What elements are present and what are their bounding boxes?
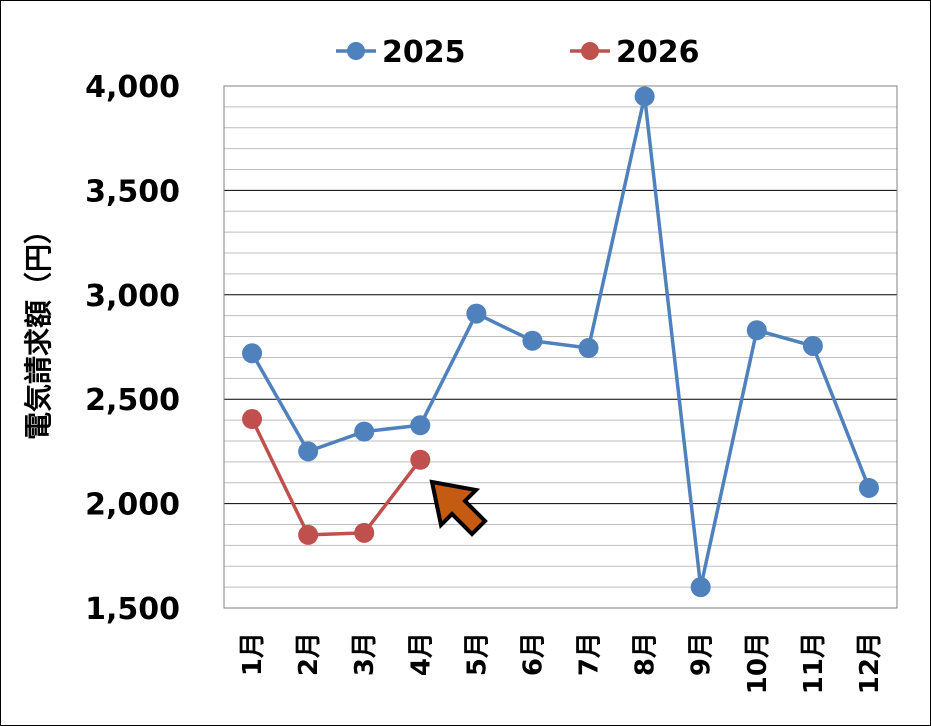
- data-point: [354, 522, 375, 543]
- x-tick-label: 10月: [743, 632, 773, 694]
- plot-area-border: [223, 85, 898, 609]
- legend-label: 2026: [616, 35, 700, 70]
- data-point: [746, 320, 767, 341]
- data-point: [354, 421, 375, 442]
- series-line: [250, 418, 422, 537]
- x-tick-label: 4月: [406, 632, 436, 676]
- y-tick-label: 1,500: [85, 592, 180, 627]
- y-tick-label: 2,500: [85, 383, 180, 418]
- x-tick-label: 2月: [294, 632, 324, 676]
- y-tick-labels: 1,500 2,000 2,500 3,000 3,500 4,000: [85, 70, 180, 627]
- data-point: [242, 409, 263, 430]
- y-tick-label: 2,000: [85, 488, 180, 523]
- legend-marker: [347, 42, 365, 60]
- y-tick-label: 4,000: [85, 70, 180, 105]
- x-tick-label: 5月: [462, 632, 492, 676]
- data-point: [634, 86, 655, 107]
- data-point: [242, 343, 263, 364]
- x-tick-label: 9月: [687, 632, 717, 676]
- annotation-arrow: [429, 479, 488, 537]
- data-point: [410, 449, 431, 470]
- x-tick-label: 1月: [238, 632, 268, 676]
- data-point: [298, 441, 319, 462]
- legend-marker: [581, 42, 599, 60]
- data-point: [690, 577, 711, 598]
- data-point: [410, 415, 431, 436]
- y-tick-label: 3,000: [85, 279, 180, 314]
- legend-label: 2025: [382, 35, 466, 70]
- x-tick-label: 7月: [575, 632, 605, 676]
- x-tick-label: 12月: [855, 632, 885, 694]
- legend-item-2025: 2025: [336, 35, 466, 70]
- grid-lines: [223, 85, 898, 609]
- data-point: [298, 524, 319, 545]
- x-tick-labels: 1月 2月 3月 4月 5月 6月 7月 8月 9月 10月 11月 12月: [238, 632, 885, 694]
- data-point: [466, 303, 487, 324]
- legend-item-2026: 2026: [570, 35, 700, 70]
- data-point: [578, 338, 599, 359]
- data-point: [858, 477, 879, 498]
- y-axis-label: 電気請求額（円）: [22, 216, 55, 440]
- data-point: [802, 335, 823, 356]
- series-layer: [242, 86, 879, 598]
- x-tick-label: 3月: [350, 632, 380, 676]
- arrow-icon: [429, 479, 488, 537]
- x-tick-label: 6月: [518, 632, 548, 676]
- series-2025: [242, 86, 879, 598]
- legend: 2025 2026: [336, 35, 700, 70]
- data-point: [522, 330, 543, 351]
- series-2026: [242, 409, 431, 545]
- series-line: [250, 94, 871, 589]
- x-tick-label: 11月: [799, 632, 829, 694]
- y-tick-label: 3,500: [85, 174, 180, 209]
- x-tick-label: 8月: [631, 632, 661, 676]
